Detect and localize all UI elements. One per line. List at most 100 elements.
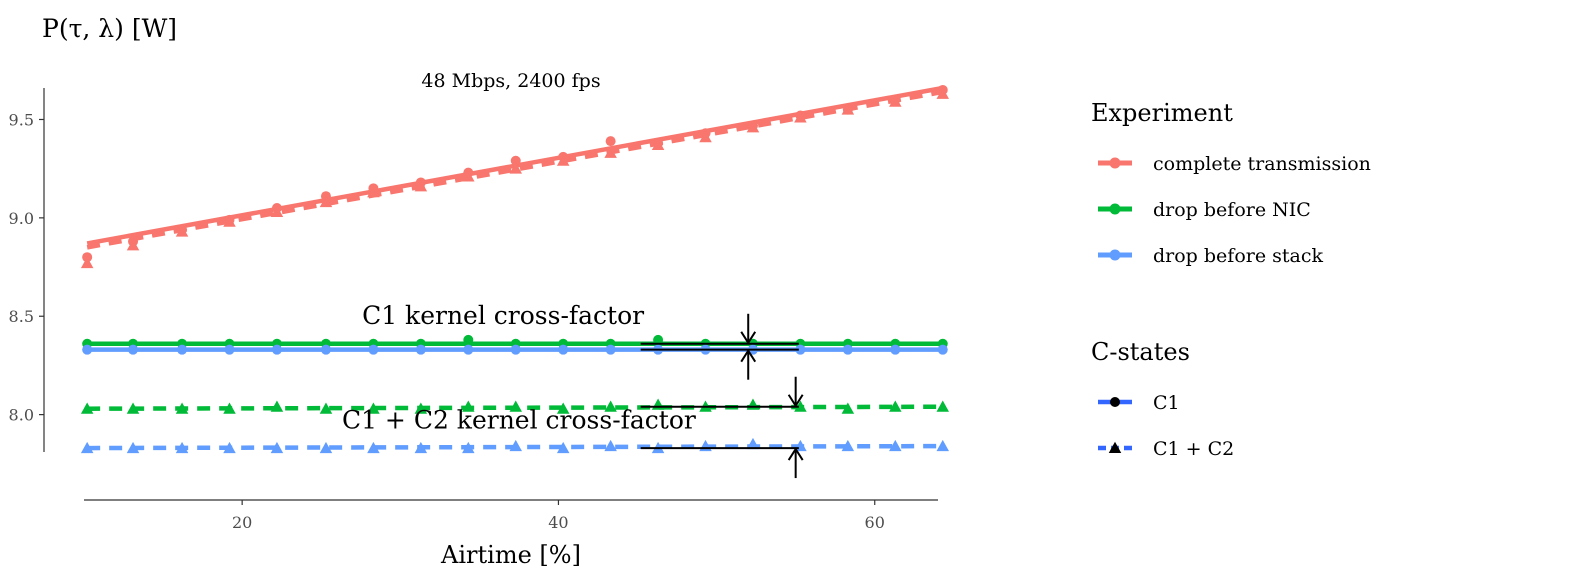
data-point	[937, 344, 948, 355]
data-point	[319, 402, 333, 414]
arrow-head	[740, 348, 757, 363]
data-point	[889, 95, 902, 107]
data-point	[794, 400, 807, 412]
data-point	[841, 439, 855, 452]
data-point	[175, 225, 189, 237]
data-point	[82, 344, 93, 355]
data-point	[270, 400, 284, 412]
legend-title-cstates: C-states	[1091, 338, 1190, 366]
plot-title: 48 Mbps, 2400 fps	[421, 70, 600, 92]
data-point	[223, 441, 236, 454]
annotation-label: C1 kernel cross-factor	[362, 301, 644, 330]
data-point	[128, 344, 139, 355]
data-point	[605, 344, 616, 355]
legend-label: drop before NIC	[1153, 199, 1311, 221]
arrow-head	[787, 447, 804, 461]
data-point	[126, 239, 140, 251]
data-point	[271, 344, 282, 355]
arrow-head	[740, 331, 757, 345]
data-point	[462, 441, 475, 454]
data-point	[414, 441, 428, 454]
data-point	[605, 136, 616, 147]
data-point	[80, 402, 94, 414]
data-point	[889, 439, 902, 452]
data-point	[510, 155, 521, 166]
arrow-head	[787, 394, 804, 408]
data-point	[270, 441, 284, 454]
data-point	[463, 334, 474, 345]
data-point	[746, 121, 760, 133]
legend-label: drop before stack	[1153, 245, 1323, 267]
y-tick-label: 8.5	[9, 307, 34, 326]
data-point	[126, 402, 140, 414]
data-point	[556, 154, 570, 166]
x-axis-title: Airtime [%]	[440, 541, 581, 569]
data-point	[936, 439, 949, 452]
data-point	[175, 402, 189, 414]
legend-label: C1 + C2	[1153, 438, 1234, 460]
data-point	[223, 215, 236, 227]
data-point	[414, 180, 428, 192]
data-point	[509, 400, 522, 412]
x-tick-label: 20	[232, 513, 252, 532]
y-tick-label: 8.0	[9, 406, 34, 425]
x-tick-label: 40	[548, 513, 568, 532]
data-points	[80, 84, 949, 454]
legend-title-experiment: Experiment	[1091, 99, 1233, 127]
data-point	[126, 441, 140, 454]
x-tick-label: 60	[865, 513, 885, 532]
data-point	[841, 103, 855, 115]
data-point	[415, 344, 426, 355]
data-point	[319, 441, 333, 454]
data-point	[653, 334, 664, 345]
data-point	[842, 344, 853, 355]
y-axis-ticks: 8.0 8.5 9.0 9.5	[9, 110, 44, 425]
data-point	[558, 344, 569, 355]
data-point	[80, 441, 94, 454]
data-point	[414, 402, 428, 414]
data-point	[368, 344, 379, 355]
data-point	[794, 111, 807, 123]
data-point	[462, 170, 475, 182]
annotation-label: C1 + C2 kernel cross-factor	[342, 405, 696, 434]
data-point	[795, 344, 806, 355]
y-tick-label: 9.0	[9, 209, 34, 228]
data-point	[604, 439, 617, 452]
data-point	[699, 130, 712, 143]
data-point	[746, 437, 760, 450]
legend-key-point	[1109, 157, 1121, 169]
data-point	[224, 344, 235, 355]
data-point	[651, 138, 665, 151]
data-point	[556, 441, 570, 454]
data-point	[604, 400, 617, 412]
legend-key-point	[1110, 397, 1120, 407]
data-point	[890, 344, 901, 355]
fit-lines	[86, 85, 944, 451]
data-point	[367, 402, 380, 414]
data-point	[175, 441, 189, 454]
legend-label: C1	[1153, 392, 1180, 414]
data-point	[841, 402, 855, 414]
legend-label: complete transmission	[1153, 153, 1371, 175]
y-axis-title: P(τ, λ) [W]	[42, 14, 177, 43]
data-point	[367, 186, 380, 198]
data-point	[270, 205, 284, 217]
data-point	[889, 400, 902, 412]
data-point	[462, 400, 475, 412]
legend: Experiment complete transmission drop befo…	[1091, 99, 1371, 460]
data-point	[556, 402, 570, 414]
data-point	[319, 195, 333, 208]
y-tick-label: 9.5	[9, 110, 34, 129]
data-point	[367, 441, 380, 454]
legend-key-point	[1109, 249, 1121, 261]
data-point	[509, 439, 522, 452]
data-point	[936, 87, 949, 99]
data-point	[223, 402, 236, 414]
data-point	[509, 162, 522, 174]
data-point	[604, 146, 617, 158]
x-axis-ticks: 20 40 60	[232, 500, 885, 532]
legend-key-point	[1109, 203, 1121, 215]
data-point	[320, 344, 331, 355]
data-point	[510, 344, 521, 355]
